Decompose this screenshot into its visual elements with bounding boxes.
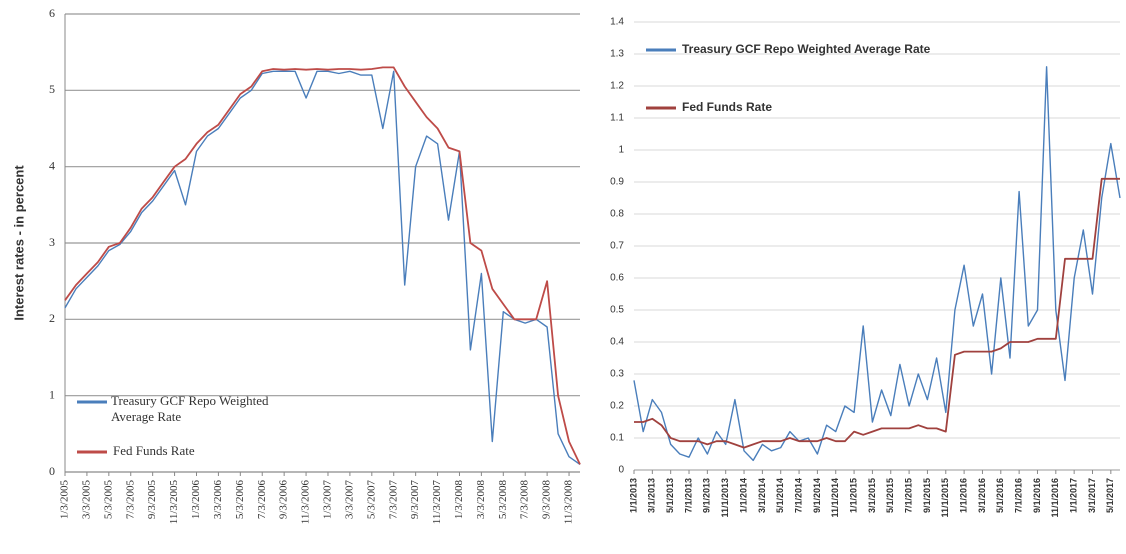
x-tick-label: 11/3/2005 xyxy=(168,480,180,525)
y-tick-label: 1.1 xyxy=(610,113,624,124)
x-tick-label: 7/1/2013 xyxy=(683,478,693,513)
x-tick-label: 3/3/2005 xyxy=(80,480,92,520)
y-tick-label: 1.4 xyxy=(610,17,624,28)
series-line xyxy=(633,66,1121,462)
y-tick-label: 5 xyxy=(49,82,55,96)
x-tick-label: 3/1/2015 xyxy=(867,478,877,513)
x-tick-label: 1/1/2014 xyxy=(738,478,748,513)
x-tick-label: 7/1/2014 xyxy=(793,478,803,513)
x-tick-label: 9/3/2008 xyxy=(541,480,553,520)
y-tick-label: 0 xyxy=(618,465,624,476)
x-tick-label: 1/3/2008 xyxy=(453,480,465,520)
x-tick-label: 9/1/2013 xyxy=(702,478,712,513)
x-tick-label: 5/1/2014 xyxy=(775,478,785,513)
x-tick-label: 7/1/2016 xyxy=(1014,478,1024,513)
y-tick-label: 1 xyxy=(49,387,55,401)
x-tick-label: 7/3/2005 xyxy=(124,480,136,520)
x-tick-label: 1/1/2017 xyxy=(1069,478,1079,513)
x-tick-label: 5/3/2005 xyxy=(102,480,114,520)
legend-label: Fed Funds Rate xyxy=(682,100,772,114)
x-tick-label: 3/1/2017 xyxy=(1087,478,1097,513)
x-tick-label: 11/1/2013 xyxy=(720,478,730,518)
x-tick-label: 1/3/2007 xyxy=(322,480,334,520)
y-tick-label: 0.8 xyxy=(610,209,624,220)
x-tick-label: 11/1/2015 xyxy=(940,478,950,518)
y-tick-label: 1.3 xyxy=(610,49,624,60)
y-tick-label: 1 xyxy=(618,145,624,156)
x-tick-label: 5/3/2008 xyxy=(497,480,509,520)
x-tick-label: 11/3/2008 xyxy=(563,480,575,525)
y-tick-label: 2 xyxy=(49,311,55,325)
x-tick-label: 5/1/2013 xyxy=(665,478,675,513)
y-tick-label: 6 xyxy=(49,6,55,20)
x-tick-label: 9/1/2014 xyxy=(812,478,822,513)
chart: 0 1 2 3 4 5 6 1/3/2005 3/3/2005 5/3/2005 7/3/2005 9… xyxy=(11,6,581,525)
x-tick-label: 3/3/2006 xyxy=(212,480,224,520)
x-tick-label: 5/1/2016 xyxy=(995,478,1005,513)
y-tick-label: 4 xyxy=(49,158,55,172)
x-tick-label: 1/1/2015 xyxy=(848,478,858,513)
y-tick-label: 0 xyxy=(49,464,55,478)
x-tick-label: 5/3/2006 xyxy=(234,480,246,520)
y-tick-label: 3 xyxy=(49,235,55,249)
x-tick-label: 1/1/2016 xyxy=(958,478,968,513)
x-tick-label: 3/1/2014 xyxy=(757,478,767,513)
y-axis-label: Interest rates - in percent xyxy=(11,165,26,321)
y-tick-label: 0.7 xyxy=(610,241,624,252)
x-tick-label: 5/3/2007 xyxy=(365,480,377,520)
x-tick-label: 9/3/2007 xyxy=(409,480,421,520)
y-tick-label: 0.2 xyxy=(610,401,624,412)
y-tick-label: 0.1 xyxy=(610,433,624,444)
x-tick-label: 5/1/2015 xyxy=(885,478,895,513)
x-tick-label: 3/1/2016 xyxy=(977,478,987,513)
y-tick-label: 0.5 xyxy=(610,305,624,316)
x-tick-label: 1/3/2005 xyxy=(59,480,71,520)
x-tick-label: 11/3/2006 xyxy=(300,480,312,525)
series-line xyxy=(64,66,581,465)
y-tick-label: 0.3 xyxy=(610,369,624,380)
y-tick-label: 1.2 xyxy=(610,81,624,92)
x-tick-label: 3/1/2013 xyxy=(647,478,657,513)
series-line xyxy=(64,70,581,465)
series-line xyxy=(634,177,1120,449)
x-tick-label: 3/3/2008 xyxy=(475,480,487,520)
x-tick-label: 7/3/2007 xyxy=(387,480,399,520)
chart: 0 0.1 0.2 0.3 0.4 0.5 0.6 0.7 0.8 0.9 1 1.1 1.2 1.3 1.… xyxy=(610,17,1121,518)
x-tick-label: 5/1/2017 xyxy=(1105,478,1115,513)
x-tick-label: 11/3/2007 xyxy=(431,480,443,525)
x-tick-label: 7/3/2008 xyxy=(519,480,531,520)
legend-wrap: Treasury GCF Repo Weighted Average Rate xyxy=(111,393,269,424)
x-tick-label: 9/3/2006 xyxy=(278,480,290,520)
x-tick-label: 9/1/2016 xyxy=(1032,478,1042,513)
legend-label: Treasury GCF Repo Weighted Average Rate xyxy=(111,393,269,424)
x-tick-label: 9/1/2015 xyxy=(922,478,932,513)
x-tick-label: 11/1/2014 xyxy=(830,478,840,518)
y-tick-label: 0.4 xyxy=(610,337,624,348)
x-tick-label: 9/3/2005 xyxy=(146,480,158,520)
y-tick-label: 0.6 xyxy=(610,273,624,284)
y-tick-label: 0.9 xyxy=(610,177,624,188)
x-tick-label: 7/3/2006 xyxy=(256,480,268,520)
legend-label: Fed Funds Rate xyxy=(113,443,195,458)
x-tick-label: 1/1/2013 xyxy=(628,478,638,513)
x-tick-label: 3/3/2007 xyxy=(343,480,355,520)
x-tick-label: 7/1/2015 xyxy=(903,478,913,513)
legend-label: Treasury GCF Repo Weighted Average Rate xyxy=(682,42,931,56)
x-tick-label: 1/3/2006 xyxy=(190,480,202,520)
x-tick-label: 11/1/2016 xyxy=(1050,478,1060,518)
